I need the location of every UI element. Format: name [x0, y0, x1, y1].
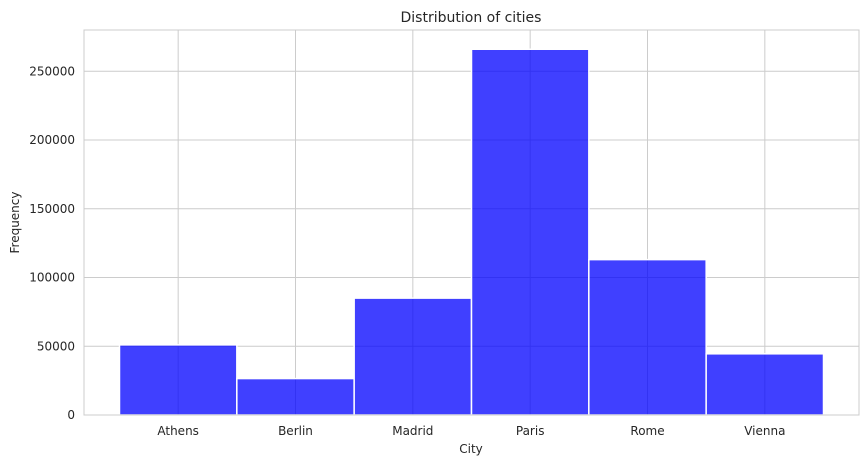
chart-title: Distribution of cities	[401, 10, 542, 26]
x-tick-labels: Athens Berlin Madrid Paris Rome Vienna	[157, 424, 785, 438]
bar-vienna	[705, 353, 825, 416]
y-tick-label: 150000	[29, 202, 75, 216]
y-tick-label: 50000	[37, 339, 75, 353]
bar-madrid	[353, 297, 473, 416]
x-tick-label: Athens	[157, 424, 199, 438]
x-tick-label: Paris	[516, 424, 545, 438]
y-tick-label: 200000	[29, 133, 75, 147]
y-axis-label: Frequency	[8, 192, 22, 254]
bar-paris	[470, 48, 590, 416]
x-axis-label: City	[459, 442, 483, 456]
x-tick-label: Rome	[630, 424, 664, 438]
y-tick-label: 250000	[29, 64, 75, 78]
bar-athens	[118, 344, 238, 416]
x-tick-label: Berlin	[278, 424, 313, 438]
x-tick-label: Madrid	[392, 424, 433, 438]
x-tick-label: Vienna	[744, 424, 785, 438]
bar-rome	[588, 258, 707, 416]
y-tick-labels: 0 50000 100000 150000 200000 250000	[29, 64, 75, 422]
bar-berlin	[236, 377, 355, 416]
y-tick-label: 100000	[29, 271, 75, 285]
bars	[118, 48, 825, 416]
plot-frame	[83, 29, 860, 416]
y-tick-label: 0	[67, 408, 75, 422]
